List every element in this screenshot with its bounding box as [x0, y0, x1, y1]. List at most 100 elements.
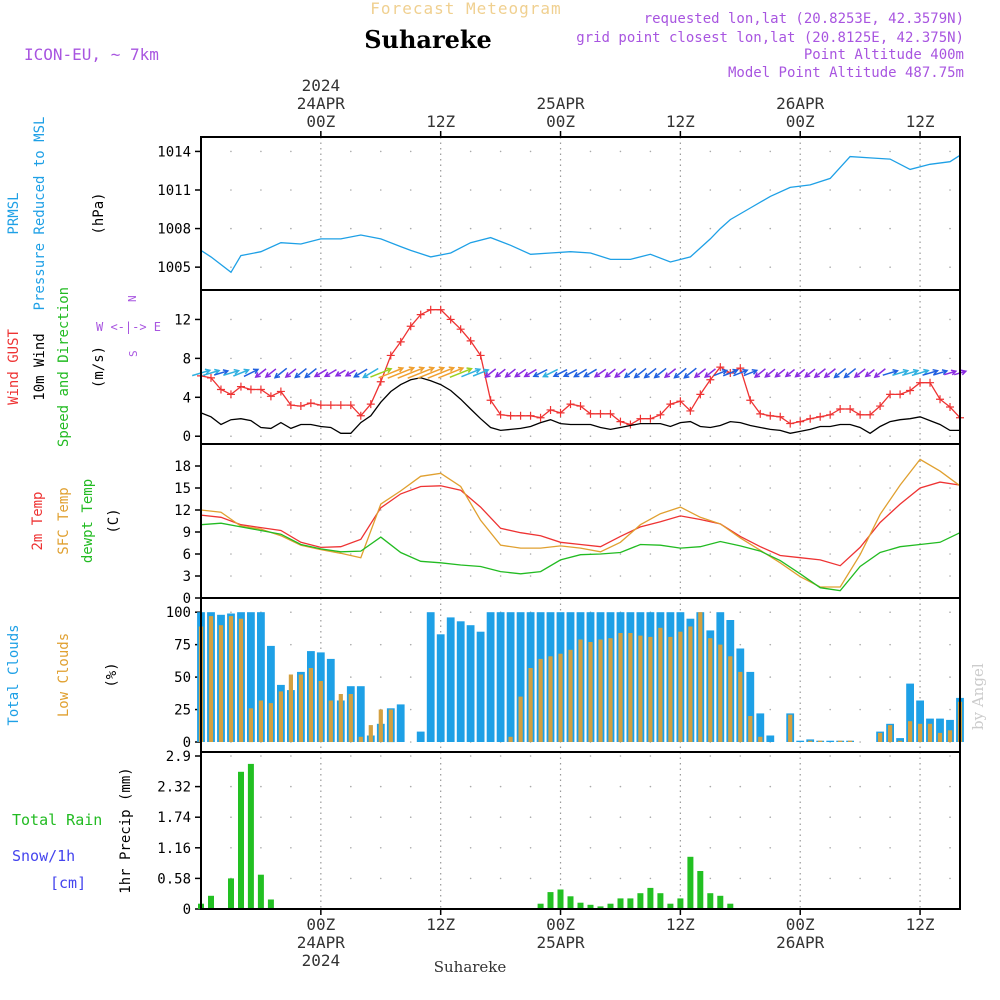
- grid-dot: [529, 877, 532, 880]
- grid-dot: [949, 227, 951, 230]
- wind-arrow: [834, 367, 847, 378]
- grid-dot: [409, 877, 412, 880]
- grid-dot: [649, 785, 652, 788]
- bar-low-clouds: [588, 642, 593, 742]
- bar-total-rain: [208, 895, 214, 909]
- bar-low-clouds: [838, 740, 843, 742]
- grid-dot: [350, 150, 352, 153]
- wind-arrow: [743, 369, 757, 377]
- bar-low-clouds: [358, 736, 363, 742]
- grid-dot: [949, 611, 951, 613]
- x-tick-label-bottom: 12Z: [906, 915, 935, 934]
- grid-dot: [739, 435, 742, 438]
- grid-dot: [469, 227, 472, 230]
- grid-dot: [649, 266, 652, 268]
- bar-total-rain: [228, 878, 234, 909]
- wind-arrow: [495, 368, 506, 378]
- grid-dot: [290, 611, 292, 613]
- grid-dot: [260, 435, 262, 438]
- gust-marker: [296, 402, 305, 411]
- grid-dot: [769, 676, 772, 678]
- grid-dot: [619, 847, 622, 849]
- bar-total-clouds: [257, 612, 265, 742]
- grid-dot: [769, 611, 772, 613]
- wind-arrow: [644, 367, 657, 379]
- grid-dot: [829, 465, 831, 467]
- x-tick-label-bottom: 12Z: [666, 915, 695, 934]
- wind-arrow-head: [254, 372, 261, 379]
- grid-dot: [859, 643, 861, 646]
- grid-dot: [589, 575, 592, 577]
- grid-dot: [350, 676, 352, 678]
- wind-arrow: [824, 368, 836, 378]
- bar-low-clouds: [818, 740, 823, 742]
- grid-dot: [469, 553, 472, 555]
- gust-marker: [536, 413, 545, 422]
- grid-dot: [529, 227, 532, 230]
- bar-low-clouds: [298, 674, 303, 742]
- grid-dot: [649, 357, 652, 360]
- grid-dot: [619, 435, 622, 438]
- grid-dot: [379, 611, 382, 613]
- grid-dot: [409, 785, 412, 788]
- x-tick-label-top: 00Z: [546, 112, 575, 131]
- bar-total-rain: [238, 771, 244, 909]
- grid-dot: [619, 318, 622, 321]
- bar-low-clouds: [908, 721, 913, 742]
- wind-arrow-head: [494, 371, 501, 378]
- grid-dot: [829, 435, 831, 438]
- grid-dot: [350, 227, 352, 230]
- bar-total-clouds: [896, 738, 904, 742]
- wind-arrow-head: [284, 372, 291, 378]
- grid-dot: [949, 396, 951, 399]
- grid-dot: [499, 318, 502, 321]
- grid-dot: [649, 531, 652, 533]
- wind-arrow-head: [873, 372, 880, 379]
- wind-arrow-head: [222, 369, 230, 376]
- wind-arrow: [694, 368, 707, 378]
- grid-dot: [889, 318, 891, 321]
- grid-dot: [709, 318, 712, 321]
- wind-arrow-head: [334, 371, 342, 377]
- y-tick-label: 3: [183, 569, 191, 585]
- bar-total-clouds: [356, 686, 365, 742]
- wind-arrow: [674, 367, 687, 379]
- gust-marker: [476, 351, 485, 360]
- panel-label: 2m Temp: [30, 491, 46, 550]
- panel-frame: [200, 289, 961, 445]
- model-altitude: Model Point Altitude 487.75m: [728, 65, 964, 81]
- location-title: Suhareke: [364, 25, 492, 54]
- gust-marker: [686, 406, 695, 415]
- bar-total-rain: [547, 892, 554, 909]
- grid-dot: [350, 575, 352, 577]
- grid-dot: [769, 318, 772, 321]
- grid-dot: [499, 816, 502, 818]
- bar-low-clouds: [618, 633, 623, 742]
- grid-dot: [409, 643, 412, 646]
- bar-total-clouds: [396, 704, 405, 742]
- grid-dot: [709, 266, 712, 268]
- wind-arrow: [584, 368, 597, 378]
- bar-low-clouds: [848, 740, 853, 742]
- bar-low-clouds: [698, 612, 703, 742]
- wind-arrow-head: [418, 366, 426, 373]
- grid-dot: [290, 487, 292, 489]
- grid-dot: [709, 553, 712, 555]
- grid-dot: [469, 755, 472, 757]
- grid-dot: [739, 396, 742, 399]
- wind-arrow-head: [703, 372, 711, 379]
- wind-arrow-head: [504, 371, 511, 378]
- wind-arrow-head: [243, 368, 250, 375]
- wind-arrow: [704, 368, 716, 378]
- wind-arrow-head: [941, 369, 949, 376]
- wind-arrow-head: [742, 368, 749, 375]
- bar-low-clouds: [508, 736, 513, 742]
- grid-dot: [649, 847, 652, 849]
- gust-marker: [426, 305, 435, 314]
- panel-unit: (%): [104, 662, 120, 687]
- gust-marker: [666, 400, 675, 409]
- y-tick-label: 1005: [157, 260, 191, 276]
- grid-dot: [649, 396, 652, 399]
- grid-dot: [589, 357, 592, 360]
- wind-arrow: [354, 368, 368, 378]
